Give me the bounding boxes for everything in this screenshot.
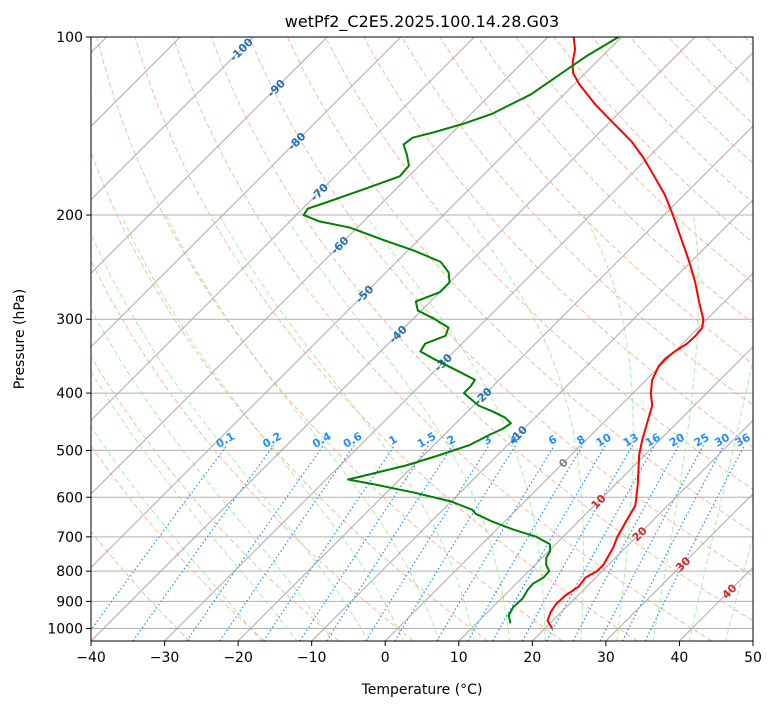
mixing-ratio-line <box>436 444 555 641</box>
dry-adiabat <box>210 37 753 622</box>
pressure-grid <box>91 37 753 629</box>
moist-adiabat <box>652 214 700 641</box>
plot-frame <box>90 36 754 642</box>
moist-adiabat <box>91 370 298 641</box>
y-axis-label: Pressure (hPa) <box>12 289 28 389</box>
y-tick-label: 400 <box>56 386 83 402</box>
mixing-ratio-line <box>365 444 490 641</box>
mixing-ratio-line <box>186 444 325 641</box>
y-tick-label: 300 <box>56 312 83 328</box>
isotherm-line <box>531 419 753 641</box>
mixing-ratio-line <box>622 444 725 641</box>
y-tick-label: 700 <box>56 530 83 546</box>
moist-adiabat <box>688 357 753 641</box>
x-tick-label: 50 <box>744 650 762 666</box>
x-tick-label: 30 <box>597 650 615 666</box>
isotherm-line <box>91 37 622 569</box>
y-tick-label: 600 <box>56 490 83 506</box>
temperature-profile <box>546 37 705 629</box>
moist-adiabat <box>365 214 546 641</box>
dry-adiabat <box>91 530 191 641</box>
chart-title: wetPf2_C2E5.2025.100.14.28.G03 <box>285 12 559 32</box>
y-axis: 1000 900 800 700 600 500 400 300 200 100 <box>47 30 91 637</box>
dry-adiabat <box>91 355 340 641</box>
y-tick-label: 100 <box>56 30 83 46</box>
dry-adiabat <box>325 37 753 490</box>
x-tick-label: −10 <box>297 650 327 666</box>
mixing-ratio-line <box>521 444 634 641</box>
x-axis-label: Temperature (°C) <box>361 682 483 698</box>
isotherm-line <box>311 198 753 641</box>
y-tick-label: 1000 <box>47 621 83 637</box>
dry-adiabat <box>96 37 563 641</box>
moist-adiabat <box>284 214 511 641</box>
dry-adiabat <box>515 37 753 284</box>
dry-adiabat <box>248 37 753 577</box>
x-tick-label: 0 <box>381 650 390 666</box>
sounding-profiles <box>302 37 705 629</box>
moist-adiabat <box>91 425 262 641</box>
y-tick-label: 200 <box>56 208 83 224</box>
dry-adiabat <box>477 37 753 324</box>
x-tick-label: 10 <box>450 650 468 666</box>
x-tick-label: 40 <box>671 650 689 666</box>
isotherm-line <box>91 37 255 201</box>
isotherm-line <box>91 37 328 274</box>
isotherm-line <box>164 51 753 641</box>
x-tick-label: 20 <box>523 650 541 666</box>
isotherm-line <box>458 346 753 641</box>
moist-adiabat <box>165 214 440 641</box>
isotherm-line <box>91 37 402 348</box>
isotherm-line <box>237 125 753 641</box>
moist-adiabat <box>91 307 334 641</box>
mixing-ratio-lines <box>91 444 746 641</box>
mixing-ratio-line <box>644 444 746 641</box>
mixing-ratio-line <box>132 444 275 641</box>
dry-adiabat <box>91 150 489 641</box>
moist-adiabat <box>120 214 405 641</box>
dry-adiabat <box>401 37 753 406</box>
y-tick-label: 800 <box>56 564 83 580</box>
mixing-ratio-line <box>326 444 454 641</box>
isotherm-line <box>605 493 753 641</box>
y-tick-label: 500 <box>56 443 83 459</box>
moist-adiabat <box>583 214 634 641</box>
x-tick-label: −20 <box>223 650 253 666</box>
isotherm-line <box>91 37 475 422</box>
dry-adiabat <box>172 37 713 641</box>
x-tick-label: −30 <box>150 650 180 666</box>
mixing-ratio-line <box>394 444 517 641</box>
mixing-ratio-line <box>219 444 355 641</box>
mixing-ratio-line <box>546 444 656 641</box>
moist-adiabat <box>91 232 369 641</box>
x-axis: −40 −30 −20 −10 0 10 20 30 40 50 <box>76 641 762 666</box>
isotherms <box>91 37 753 641</box>
y-tick-label: 900 <box>56 594 83 610</box>
dewpoint-profile <box>302 37 620 624</box>
moist-adiabats <box>91 214 753 641</box>
isotherm-line <box>91 37 549 495</box>
isotherm-line <box>384 272 753 641</box>
isotherm-line <box>91 37 696 641</box>
mixing-ratio-line <box>263 444 396 641</box>
dry-adiabat <box>91 444 265 641</box>
dry-adiabat <box>134 37 638 641</box>
x-tick-label: −40 <box>76 650 106 666</box>
